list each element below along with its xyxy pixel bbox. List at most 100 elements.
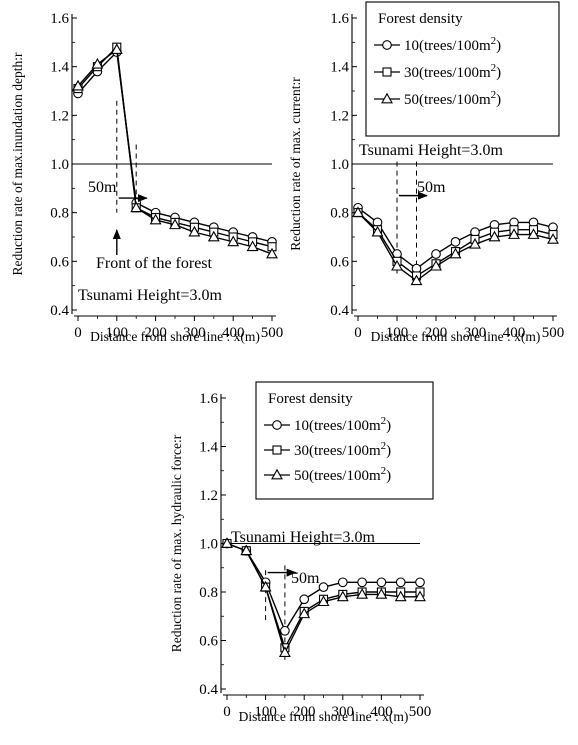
x-tick-label: 300 (464, 325, 487, 341)
tsunami-height-annotation: Tsunami Height=3.0m (231, 529, 375, 546)
legend-entry-label: 50(trees/100m2) (294, 465, 391, 484)
x-tick-label: 300 (183, 325, 206, 341)
y-tick-label: 1.0 (199, 537, 218, 553)
y-axis-label: Reduction rate of max.inundation depth:r (10, 52, 25, 276)
y-tick-label: 0.4 (50, 303, 69, 319)
y-tick-label: 0.8 (50, 206, 69, 222)
legend-marker-triangle (271, 468, 283, 480)
data-point-triangle (352, 206, 364, 218)
legend-entry-label: 50(trees/100m2) (404, 89, 501, 108)
data-point-circle (280, 625, 290, 636)
data-point-triangle (259, 580, 272, 592)
x-tick-label: 400 (370, 704, 393, 720)
x-tick-label: 200 (425, 325, 448, 341)
legend-marker-square (272, 445, 282, 455)
y-tick-label: 1.2 (199, 488, 218, 504)
legend-marker-circle (382, 40, 392, 50)
y-tick-label: 0.8 (330, 206, 349, 222)
x-tick-label: 200 (293, 704, 316, 720)
data-point-circle (299, 594, 310, 605)
legend-marker-circle (272, 420, 282, 430)
data-point-circle (450, 237, 461, 247)
chart-inundation-depth: Reduction rate of max.inundation depth:r… (10, 11, 283, 344)
y-tick-label: 1.6 (50, 11, 69, 27)
data-point-circle (376, 577, 387, 588)
data-point-triangle (130, 201, 143, 213)
x-tick-label: 200 (144, 325, 167, 341)
legend-box (365, 1, 560, 137)
data-point-circle (318, 582, 329, 593)
data-point-triangle (527, 228, 540, 239)
data-point-triangle (430, 259, 442, 271)
x-tick-label: 400 (503, 325, 526, 341)
data-point-circle (431, 249, 441, 259)
data-point-triangle (149, 213, 162, 225)
x-tick-label: 100 (386, 325, 409, 341)
y-tick-label: 1.4 (199, 440, 218, 456)
y-tick-label: 1.4 (50, 60, 69, 76)
data-point-triangle (391, 259, 403, 271)
forest-front-annotation: Front of the forest (96, 255, 213, 272)
y-tick-label: 1.4 (330, 60, 349, 76)
data-point-triangle (547, 233, 559, 244)
legend-entry-label: 30(trees/100m2) (294, 440, 391, 459)
y-tick-label: 1.0 (330, 157, 349, 173)
distance-annotation: 50m (417, 179, 446, 196)
data-point-triangle (449, 247, 462, 259)
legend-box (255, 381, 434, 500)
x-tick-label: 100 (254, 704, 277, 720)
x-axis-label: Distance from shore line : x(m) (90, 329, 260, 344)
data-point-triangle (227, 235, 240, 247)
data-point-triangle (298, 607, 311, 619)
data-point-circle (415, 577, 425, 588)
x-tick-label: 100 (106, 325, 129, 341)
data-point-circle (357, 577, 367, 588)
data-point-triangle (414, 590, 426, 602)
y-axis-label: Reduction rate of max. hydraulic force:r (169, 434, 184, 652)
x-tick-label: 400 (222, 325, 245, 341)
data-point-triangle (246, 240, 259, 252)
data-point-triangle (91, 57, 104, 69)
y-tick-label: 0.6 (330, 254, 349, 270)
tsunami-height-annotation: Tsunami Height=3.0m (78, 287, 222, 304)
data-point-triangle (169, 218, 181, 230)
data-point-triangle (110, 43, 123, 54)
x-tick-label: 0 (354, 325, 362, 341)
y-tick-label: 0.4 (330, 303, 349, 319)
legend-marker-square (382, 67, 392, 77)
data-point-triangle (221, 537, 233, 548)
y-tick-label: 1.6 (199, 391, 218, 407)
x-tick-label: 500 (261, 325, 284, 341)
data-point-triangle (469, 237, 481, 249)
x-tick-label: 500 (409, 704, 432, 720)
data-point-triangle (394, 590, 407, 602)
legend-title: Forest density (268, 391, 353, 407)
data-point-triangle (371, 225, 384, 237)
legend-entry-label: 10(trees/100m2) (294, 415, 391, 434)
data-point-triangle (240, 544, 253, 556)
data-point-triangle (356, 588, 369, 599)
data-point-triangle (266, 247, 278, 259)
legend-entry-label: 30(trees/100m2) (404, 62, 501, 81)
y-tick-label: 0.8 (199, 585, 218, 601)
y-tick-label: 1.2 (330, 108, 349, 124)
legend: Forest density 10(trees/100m2) 30(trees/1… (255, 381, 434, 500)
distance-annotation: 50m (291, 570, 320, 587)
y-tick-label: 1.2 (50, 108, 69, 124)
x-tick-label: 300 (332, 704, 355, 720)
data-point-triangle (336, 590, 349, 602)
x-tick-label: 0 (74, 325, 82, 341)
y-tick-label: 1.0 (50, 157, 69, 173)
legend-entry-label: 10(trees/100m2) (404, 35, 501, 54)
data-point-triangle (207, 230, 220, 242)
legend-title: Forest density (378, 11, 463, 27)
y-tick-label: 0.6 (50, 254, 69, 270)
chart-hydraulic-force: Reduction rate of max. hydraulic force:r… (169, 381, 434, 724)
data-point-circle (395, 577, 406, 588)
legend-marker-triangle (381, 92, 393, 104)
legend: Forest density 10(trees/100m2) 30(trees/1… (365, 1, 560, 137)
tsunami-height-annotation: Tsunami Height=3.0m (359, 142, 503, 159)
y-tick-label: 0.4 (199, 682, 218, 698)
distance-annotation: 50m (88, 179, 117, 196)
